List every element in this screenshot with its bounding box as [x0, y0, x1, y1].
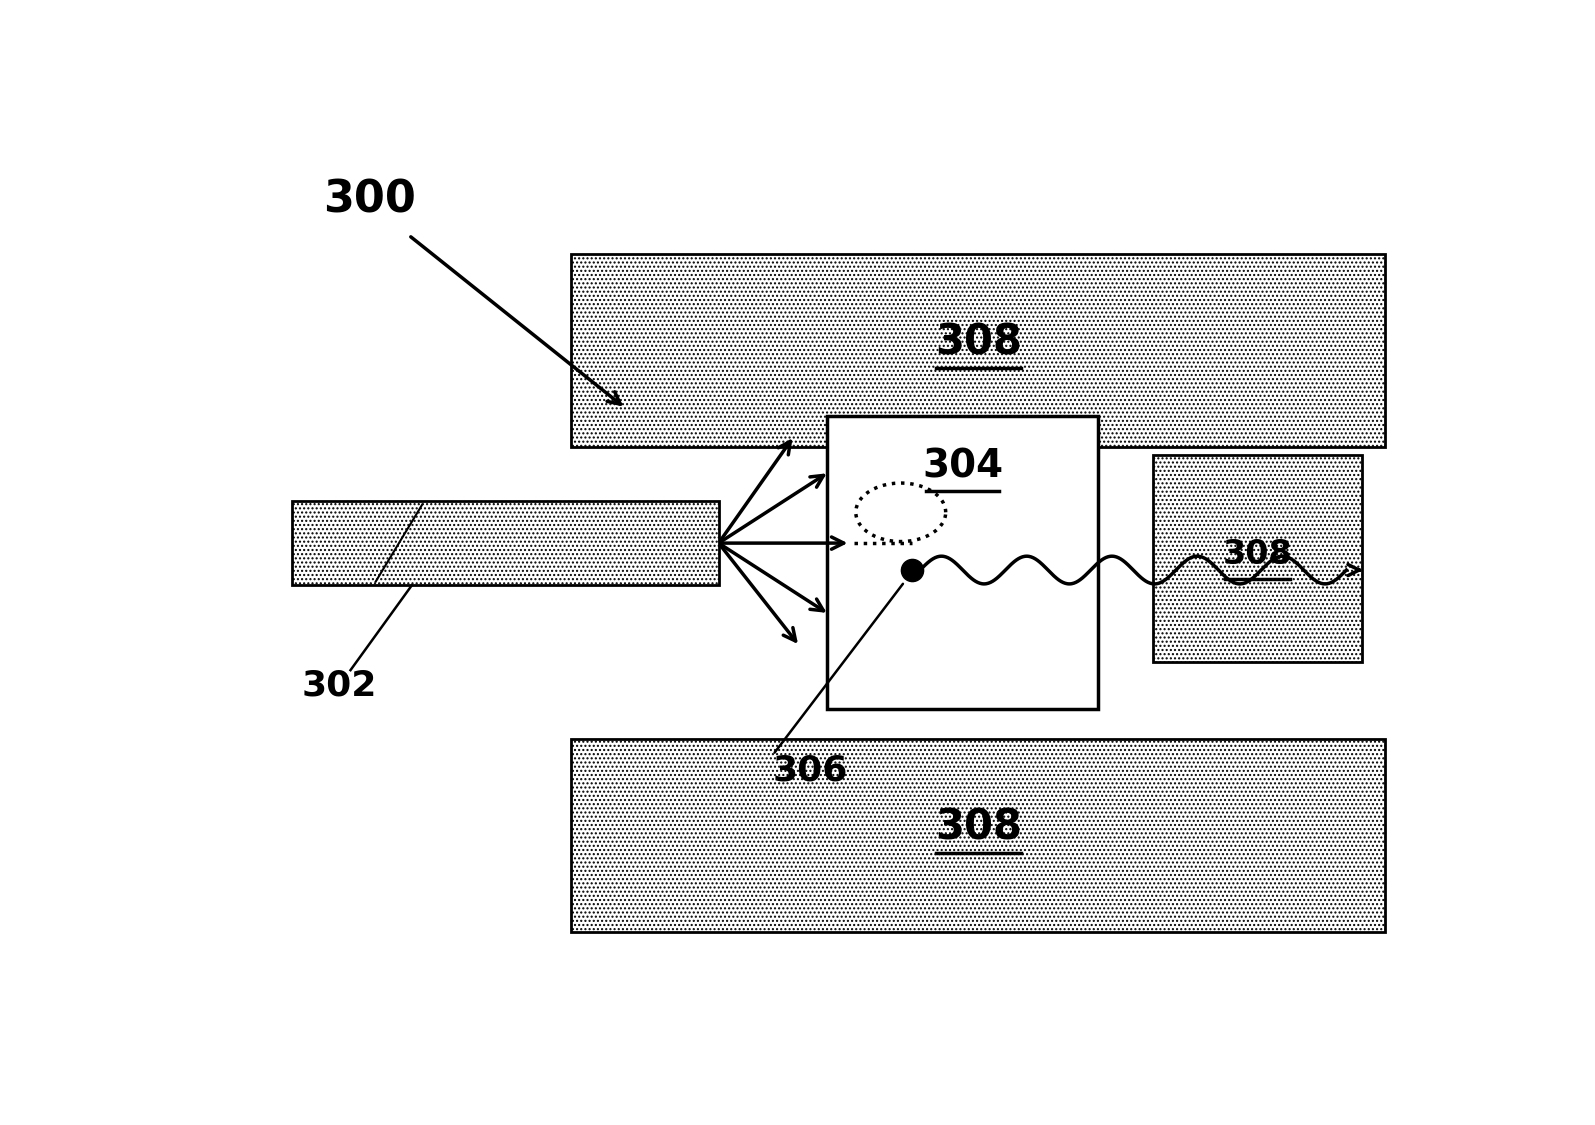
Bar — [828, 416, 1099, 709]
Text: 308: 308 — [935, 807, 1022, 849]
Bar — [1153, 455, 1362, 663]
Bar — [292, 501, 719, 585]
Bar — [571, 739, 1384, 931]
Bar — [571, 254, 1384, 447]
Text: 300: 300 — [324, 179, 416, 222]
Text: 306: 306 — [774, 754, 849, 787]
Text: 308: 308 — [935, 322, 1022, 363]
Text: 302: 302 — [301, 668, 376, 702]
Text: 304: 304 — [922, 447, 1003, 485]
Text: 308: 308 — [1222, 538, 1292, 572]
